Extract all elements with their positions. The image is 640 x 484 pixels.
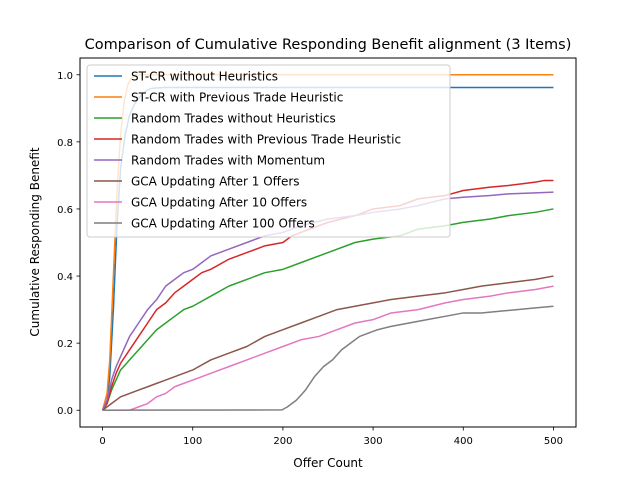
x-tick-label: 200	[273, 436, 292, 447]
series-line-8	[102, 305, 554, 411]
x-axis-ticks: 0 100 200 300 400 500	[99, 427, 563, 447]
legend-label: GCA Updating After 100 Offers	[131, 217, 315, 231]
y-tick-label: 0.6	[57, 205, 73, 216]
y-axis-ticks: 0.0 0.2 0.4 0.6 0.8 1.0	[57, 71, 80, 417]
x-tick-label: 0	[99, 436, 105, 447]
series-line-6	[102, 275, 554, 411]
x-tick-label: 500	[544, 436, 563, 447]
y-tick-label: 0.4	[57, 272, 73, 283]
plot-area-frame	[79, 57, 577, 428]
y-tick-label: 0.8	[57, 138, 73, 149]
legend-label: Random Trades without Heuristics	[131, 112, 336, 126]
x-tick-label: 400	[454, 436, 473, 447]
y-tick-label: 0.2	[57, 339, 73, 350]
legend-label: ST-CR with Previous Trade Heuristic	[131, 91, 343, 105]
legend-label: GCA Updating After 1 Offers	[131, 175, 300, 189]
legend-label: GCA Updating After 10 Offers	[131, 196, 307, 210]
x-axis-label: Offer Count	[293, 456, 363, 470]
series-line-7	[102, 285, 554, 411]
series-line-4	[101, 179, 554, 411]
legend-label: Random Trades with Previous Trade Heuris…	[131, 133, 401, 147]
y-tick-label: 0.0	[57, 406, 73, 417]
legend: ST-CR without Heuristics ST-CR with Previ…	[86, 64, 451, 238]
x-tick-label: 300	[364, 436, 383, 447]
legend-box	[86, 64, 451, 238]
y-tick-label: 1.0	[57, 71, 73, 82]
chart-title: Comparison of Cumulative Responding Bene…	[85, 37, 572, 53]
legend-label: ST-CR without Heuristics	[131, 70, 278, 84]
x-tick-label: 100	[183, 436, 202, 447]
y-axis-label: Cumulative Responding Benefit	[28, 147, 42, 336]
legend-label: Random Trades with Momentum	[131, 154, 325, 168]
